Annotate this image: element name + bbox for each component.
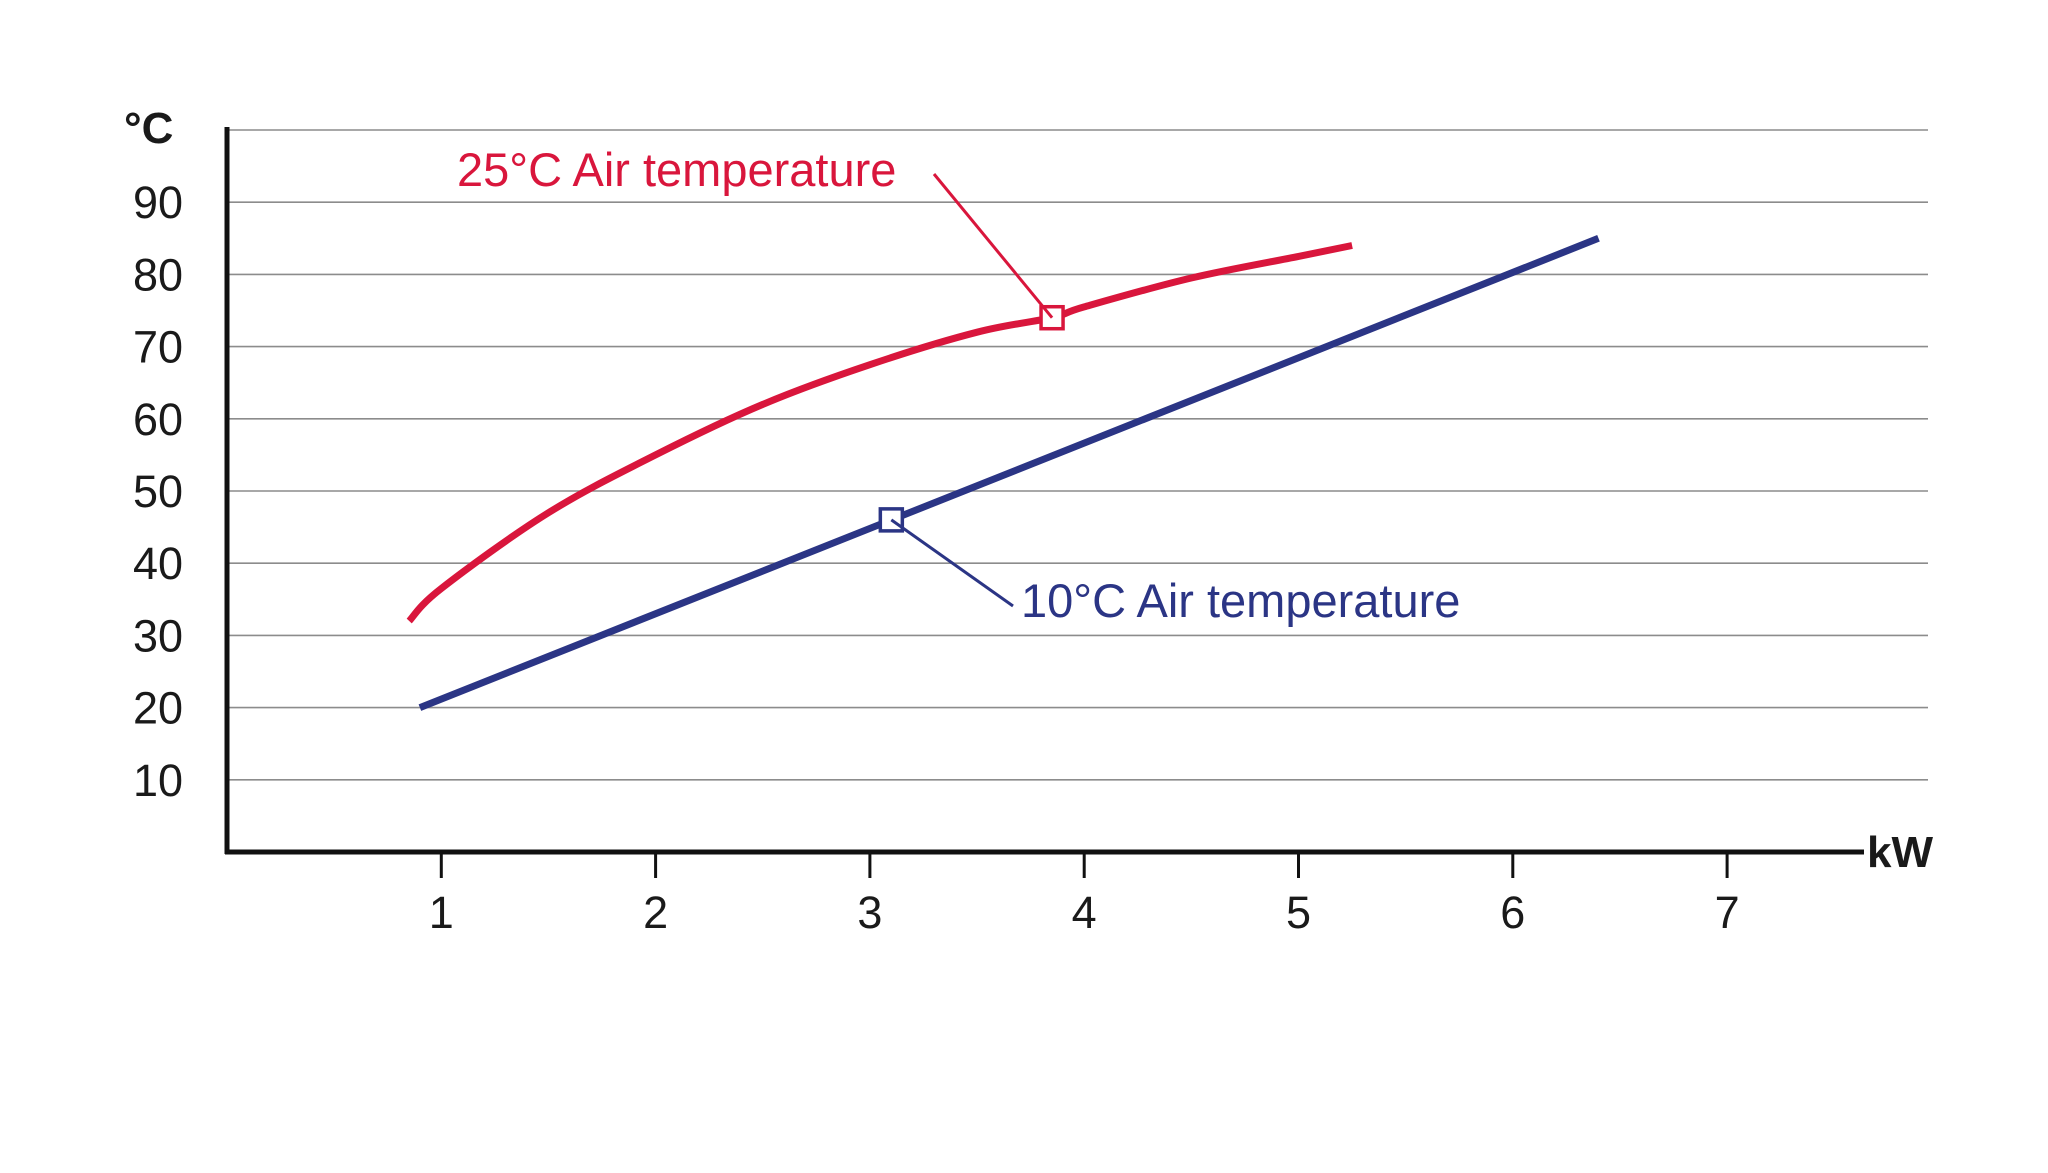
series-10c-leader-line	[890, 518, 1014, 608]
y-tick-label: 60	[133, 394, 183, 445]
x-tick-label: 1	[429, 887, 454, 938]
x-tick-label: 6	[1500, 887, 1525, 938]
y-tick-label: 70	[133, 322, 183, 373]
x-tick-label: 5	[1286, 887, 1311, 938]
x-axis-unit: kW	[1867, 828, 1933, 877]
series-25c-leader-line	[932, 173, 1054, 319]
y-tick-label: 40	[133, 538, 183, 589]
y-tick-label: 20	[133, 683, 183, 734]
x-tick-label: 3	[857, 887, 882, 938]
y-tick-label: 50	[133, 466, 183, 517]
y-axis-unit: °C	[124, 104, 173, 153]
y-ticks: 10 20 30 40 50 60 70 80 90	[133, 177, 183, 806]
series-25c-label: 25°C Air temperature	[457, 143, 896, 196]
x-ticks: 1 2 3 4 5 6 7	[429, 852, 1740, 938]
y-tick-label: 80	[133, 249, 183, 300]
y-tick-label: 30	[133, 610, 183, 661]
axes	[224, 127, 1864, 855]
x-tick-label: 2	[643, 887, 668, 938]
annotations: 25°C Air temperature 10°C Air temperatur…	[457, 143, 1460, 627]
y-tick-label: 90	[133, 177, 183, 228]
series-10c-label: 10°C Air temperature	[1021, 574, 1460, 627]
x-tick-label: 7	[1715, 887, 1740, 938]
series-25c-line	[406, 242, 1353, 624]
series-layer	[406, 235, 1600, 711]
y-tick-label: 10	[133, 755, 183, 806]
grid-lines	[227, 129, 1928, 781]
x-tick-label: 4	[1072, 887, 1097, 938]
series-10c-line	[418, 235, 1600, 711]
